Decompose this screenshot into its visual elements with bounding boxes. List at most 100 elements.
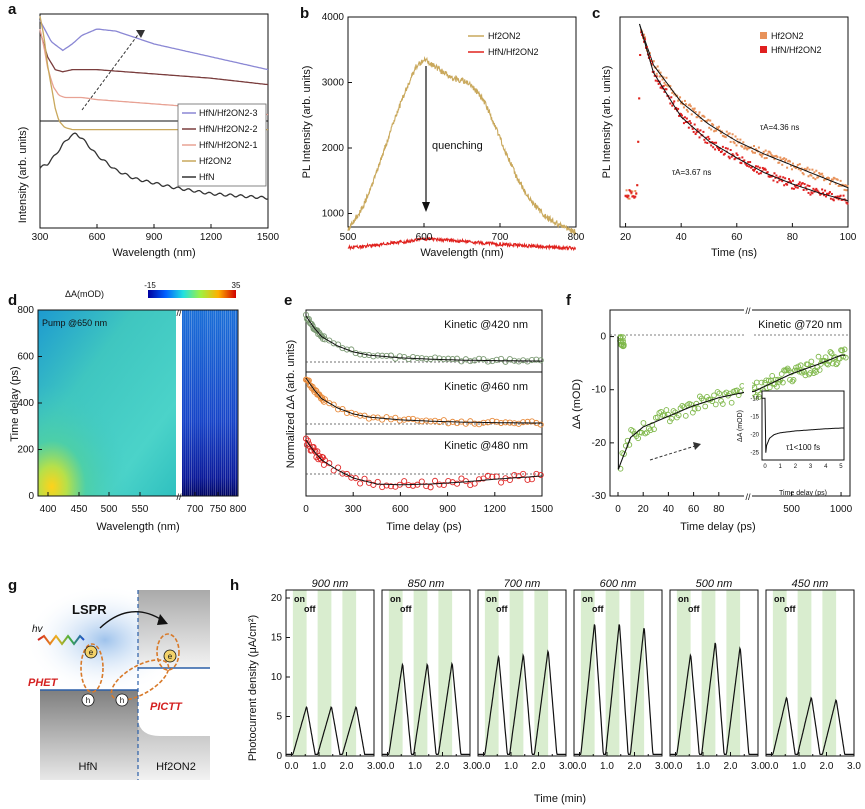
- chart-h-panel-1: 900 nmonoff0.0 1.0 2.0 3.005101520: [271, 578, 382, 772]
- chart-c-point-1: [656, 73, 658, 75]
- chart-c-point-2: [749, 161, 751, 163]
- heatmap-stripe: [183, 310, 184, 496]
- chart-c-point-2: [727, 148, 729, 150]
- chart-c-point-2: [699, 129, 701, 131]
- legend-b-entry-2: HfN/Hf2ON2: [488, 47, 539, 57]
- chart-c-point-2: [658, 83, 660, 85]
- chart-c-point-1: [730, 141, 732, 143]
- chart-e: Kinetic @420 nm Kinetic @460 nm Kinetic …: [285, 310, 554, 533]
- chart-h-light-on-band: [702, 590, 716, 756]
- chart-c-point-1: [626, 189, 628, 191]
- chart-c-point-2: [669, 102, 671, 104]
- chart-f-xlabel: Time delay (ps): [680, 521, 755, 533]
- chart-c-point-2: [756, 171, 758, 173]
- chart-c-point-2: [729, 157, 731, 159]
- chart-e-point-3: [402, 479, 407, 484]
- chart-b-xtick: 600: [416, 232, 433, 243]
- chart-h-light-on-band: [822, 590, 836, 756]
- chart-c-point-1: [808, 175, 810, 177]
- chart-h-xtick: 0.0: [285, 761, 299, 772]
- heatmap-stripe: [185, 310, 186, 496]
- chart-a-xlabel: Wavelength (nm): [112, 247, 195, 259]
- chart-c-point-2: [677, 108, 679, 110]
- chart-c-tau1: τA=4.36 ns: [760, 123, 799, 132]
- chart-c-point-1: [810, 175, 812, 177]
- chart-c-point-2: [802, 182, 804, 184]
- legend-a-entry-4: Hf2ON2: [199, 156, 232, 166]
- chart-h-xtick: 2.0: [820, 761, 834, 772]
- hf2on2-label: Hf2ON2: [156, 761, 196, 773]
- heatmap-stripe: [215, 310, 216, 496]
- chart-c-point-1: [683, 106, 685, 108]
- chart-c-point-2: [699, 136, 701, 138]
- chart-f-inset-arrowhead: [693, 442, 701, 450]
- chart-c-point-2: [765, 169, 767, 171]
- chart-d-annotation: Pump @650 nm: [42, 318, 107, 328]
- inset-xlabel: Time delay (ps): [779, 490, 827, 497]
- chart-c-point-1: [707, 119, 709, 121]
- chart-d-xlabel: Wavelength (nm): [96, 521, 179, 533]
- heatmap-stripe: [225, 310, 226, 496]
- chart-c-point-2: [797, 187, 799, 189]
- chart-c-point-1: [687, 111, 689, 113]
- chart-c-point-2: [637, 141, 639, 143]
- chart-c-point-2: [775, 174, 777, 176]
- chart-c-point-2: [634, 196, 636, 198]
- chart-c-point-1: [753, 145, 755, 147]
- chart-h-xtick: 3.0: [751, 761, 765, 772]
- chart-c-point-2: [793, 188, 795, 190]
- chart-c-point-1: [708, 127, 710, 129]
- inset-ytick: -15: [750, 414, 759, 420]
- chart-c-point-2: [791, 187, 793, 189]
- chart-c-point-2: [693, 131, 695, 133]
- chart-c-point-2: [722, 146, 724, 148]
- chart-d-xtick: 700: [187, 504, 204, 515]
- colorbar: [148, 290, 236, 298]
- chart-c-point-1: [689, 104, 691, 106]
- chart-f-break-bottom: //: [745, 492, 751, 502]
- chart-h-xtick: 1.0: [600, 761, 614, 772]
- chart-c-point-1: [832, 179, 834, 181]
- chart-h-ytick: 5: [276, 712, 282, 723]
- chart-c-point-1: [679, 96, 681, 98]
- chart-c-point-2: [736, 154, 738, 156]
- legend-b-entry-1: Hf2ON2: [488, 31, 521, 41]
- chart-c-point-2: [655, 80, 657, 82]
- chart-e-point-3: [432, 478, 437, 483]
- colorbar-label: ΔA(mOD): [65, 289, 104, 299]
- chart-f-ylabel: ΔA (mOD): [571, 379, 583, 429]
- chart-c-point-2: [786, 184, 788, 186]
- chart-c-point-1: [690, 105, 692, 107]
- heatmap-stripe: [219, 310, 220, 496]
- chart-c-point-2: [776, 181, 778, 183]
- hfn-label: HfN: [79, 761, 98, 773]
- chart-c-ylabel: PL Intensity (arb. units): [601, 66, 613, 179]
- chart-c-point-2: [630, 192, 632, 194]
- heatmap-stripe: [199, 310, 200, 496]
- chart-d-ytick: 600: [17, 352, 34, 363]
- chart-c-point-2: [721, 150, 723, 152]
- chart-h-xtick: 0.0: [573, 761, 587, 772]
- panel-label-c: c: [592, 5, 600, 22]
- panel-label-a: a: [8, 1, 17, 18]
- chart-h-xtick: 3.0: [655, 761, 669, 772]
- chart-c-point-2: [724, 153, 726, 155]
- chart-c-point-2: [758, 173, 760, 175]
- heatmap-stripe: [197, 310, 198, 496]
- chart-h-on-label: on: [774, 594, 785, 604]
- chart-c-point-2: [715, 142, 717, 144]
- chart-c-xtick: 80: [787, 232, 799, 243]
- chart-c-point-2: [840, 195, 842, 197]
- chart-f-xtick: 60: [688, 504, 700, 515]
- chart-b-xtick: 800: [568, 232, 585, 243]
- chart-c-point-1: [665, 77, 667, 79]
- chart-b-ytick: 2000: [322, 143, 345, 154]
- inset-annotation: τ1<100 fs: [786, 443, 820, 452]
- heatmap-stripe: [211, 310, 212, 496]
- chart-f-point: [829, 351, 834, 356]
- panel-label-f: f: [566, 292, 572, 309]
- chart-a-xtick: 300: [32, 232, 49, 243]
- inset-ytick: -20: [750, 433, 759, 439]
- chart-f-point: [754, 380, 759, 385]
- chart-c-xtick: 40: [676, 232, 688, 243]
